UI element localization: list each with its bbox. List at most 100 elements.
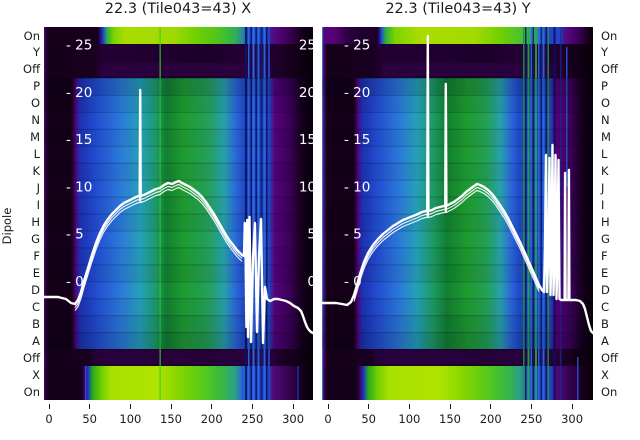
off-row-block xyxy=(100,63,272,76)
rfi-stripe xyxy=(540,27,542,400)
db-tick-label: 15 xyxy=(299,132,313,148)
row-separator xyxy=(325,94,593,96)
row-separator xyxy=(325,281,593,283)
db-tick-label: - 15 xyxy=(66,132,92,148)
row-shade xyxy=(322,94,593,112)
dipole-row-label-left: O xyxy=(30,96,40,111)
channel-line xyxy=(159,27,161,400)
dipole-row-label-right: L xyxy=(601,147,608,162)
x-tick-label: 250 xyxy=(241,412,264,426)
row-separator xyxy=(47,78,313,79)
x-tick-mark xyxy=(368,404,370,409)
dipole-row-label-left: P xyxy=(33,79,40,94)
row-separator xyxy=(47,94,313,96)
x-tick-label: 200 xyxy=(479,412,502,426)
row-separator xyxy=(325,264,593,266)
row-separator xyxy=(47,230,313,232)
row-separator xyxy=(325,111,593,113)
row-separator xyxy=(325,128,593,130)
db-tick-label: - 15 xyxy=(344,132,370,148)
dipole-row-label-left: K xyxy=(32,164,40,179)
x-tick-label: 150 xyxy=(439,412,461,426)
dipole-row-label-right: Off xyxy=(601,62,618,77)
channel-line xyxy=(560,27,562,400)
row-shade xyxy=(322,298,593,316)
heat-band xyxy=(322,366,593,400)
rfi-stripe xyxy=(532,27,534,400)
row-separator xyxy=(325,145,593,147)
left-panel-title: 22.3 (Tile043=43) X xyxy=(104,1,252,17)
rfi-stripe xyxy=(257,27,260,400)
rfi-stripe xyxy=(266,27,268,400)
dipole-row-label-right: X xyxy=(601,367,609,382)
rfi-stripe xyxy=(530,27,532,400)
dipole-row-label-right: M xyxy=(601,130,611,145)
row-separator xyxy=(47,281,313,283)
power-curve-echo xyxy=(74,92,243,308)
dipole-row-label-right: N xyxy=(601,113,610,128)
dipole-row-label-right: B xyxy=(601,316,609,331)
dipole-row-label-left: X xyxy=(32,367,40,382)
x-tick-mark xyxy=(490,404,492,409)
power-curve-echo xyxy=(74,95,243,311)
row-separator xyxy=(325,162,593,164)
row-shade xyxy=(44,78,313,95)
row-shade xyxy=(44,332,313,350)
rfi-stripe xyxy=(268,27,270,400)
dipole-row-label-left: E xyxy=(32,265,40,280)
dipole-row-label-left: J xyxy=(36,181,40,196)
dipole-row-label-left: A xyxy=(32,333,40,348)
dipole-row-label-left: L xyxy=(33,147,40,162)
row-separator xyxy=(47,128,313,130)
x-tick-label: 0 xyxy=(45,412,53,426)
row-shade xyxy=(322,78,593,95)
row-separator xyxy=(47,145,313,147)
x-tick-label: 100 xyxy=(398,412,421,426)
channel-line xyxy=(297,366,299,400)
rfi-stripe xyxy=(525,27,527,400)
db-tick-label: 20 xyxy=(299,85,313,101)
rfi-stripe xyxy=(538,27,540,400)
rfi-stripe xyxy=(248,27,250,400)
row-shade xyxy=(322,162,593,180)
db-tick-label: 5 xyxy=(307,227,313,243)
dipole-row-label-left: On xyxy=(23,384,40,399)
x-tick-mark xyxy=(530,404,532,409)
x-tick-mark xyxy=(211,404,213,409)
row-shade xyxy=(44,248,313,265)
right-panel-title: 22.3 (Tile043=43) Y xyxy=(385,1,531,17)
dipole-row-label-left: I xyxy=(36,198,40,212)
x-tick-mark xyxy=(89,404,91,409)
x-tick-mark xyxy=(48,404,50,409)
rfi-stripe xyxy=(245,27,247,400)
x-tick-mark xyxy=(292,404,294,409)
row-shade xyxy=(44,94,313,112)
dipole-row-label-right: K xyxy=(601,164,609,179)
dipole-row-label-right: Y xyxy=(601,45,609,60)
row-separator xyxy=(47,162,313,164)
heatmap-panel-left: - 25 - 20 - 15 - 10 - 5 - 0 25 20 15 10 5 0 xyxy=(44,27,313,400)
row-separator xyxy=(47,111,313,113)
dipole-row-label-left: D xyxy=(31,282,40,297)
rfi-stripe xyxy=(252,27,255,400)
dipole-row-label-right: On xyxy=(601,28,618,43)
db-tick-label: - 0 xyxy=(344,274,362,290)
x-tick-label: 250 xyxy=(520,412,543,426)
row-separator xyxy=(47,213,313,215)
x-tick-label: 150 xyxy=(160,412,182,426)
row-separator xyxy=(47,332,313,334)
dipole-row-label-left: Y xyxy=(32,45,40,60)
x-tick-label: 0 xyxy=(324,412,332,426)
row-separator xyxy=(47,264,313,266)
x-tick-label: 300 xyxy=(282,412,305,426)
x-tick-mark xyxy=(251,404,253,409)
row-separator xyxy=(325,298,593,300)
rfi-stripe xyxy=(260,27,263,400)
power-curve xyxy=(44,88,313,345)
dipole-row-label-left: H xyxy=(31,215,40,229)
row-separator xyxy=(325,78,593,79)
row-separator xyxy=(47,315,313,317)
row-separator xyxy=(325,213,593,215)
x-tick-mark xyxy=(129,404,131,409)
db-tick-label: - 10 xyxy=(344,179,370,195)
